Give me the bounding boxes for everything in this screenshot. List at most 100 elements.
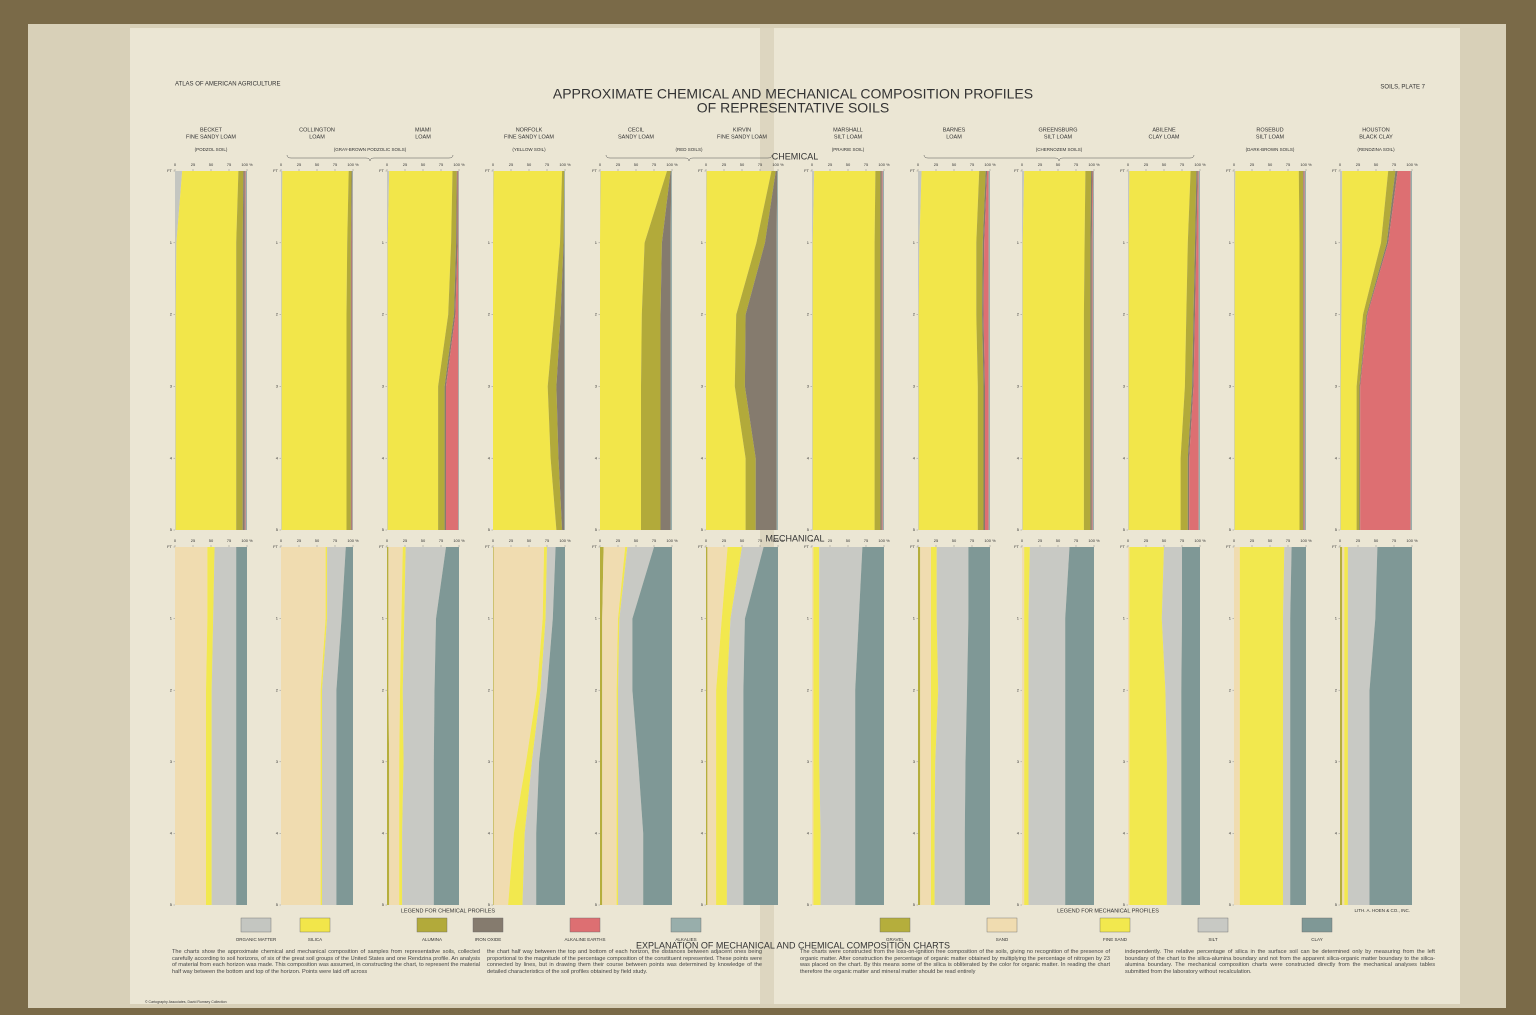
x-tick-label: 25 [934,538,939,543]
soil-name: COLLINGTON [299,127,335,133]
soil-name: BECKET [200,127,223,133]
y-tick-label: 2 [488,312,491,317]
y-tick-label: 3 [1123,383,1126,388]
y-tick-label: 3 [807,383,810,388]
x-tick-label: 50 [634,162,639,167]
x-tick-label: 50 [527,538,532,543]
y-tick-label: FT [1332,544,1337,549]
profile-layer [1189,171,1199,530]
title-line: APPROXIMATE CHEMICAL AND MECHANICAL COMP… [553,86,1033,102]
y-tick-label: FT [485,544,490,549]
x-tick-label: 0 [1339,162,1342,167]
profile-layer [600,171,601,530]
x-tick-label: 50 [1056,538,1061,543]
profile-layer [931,547,939,905]
profile-layer [1239,547,1285,905]
profile-layer [716,547,742,905]
y-tick-label: 2 [1229,312,1232,317]
profile-layer [1065,547,1094,905]
x-tick-label: 50 [421,162,426,167]
x-tick-label: 100 % [1300,162,1312,167]
y-tick-label: FT [1014,544,1019,549]
soil-name: LOAM [309,134,325,140]
profile-layer [1234,547,1240,905]
y-tick-label: 2 [276,312,279,317]
x-tick-label: 25 [1356,538,1361,543]
profile-layer [1083,171,1092,530]
profile-layer [352,171,353,530]
profile-layer [1128,171,1191,530]
profile-layer [350,171,353,530]
legend-label: IRON OXIDE [475,937,502,942]
y-tick-label: 3 [170,759,173,764]
y-tick-label: 5 [1229,527,1232,532]
profile-layer [600,547,604,905]
x-tick-label: 25 [616,162,621,167]
profile-layer [351,171,353,530]
y-tick-label: 4 [170,455,173,460]
y-tick-label: 4 [595,830,598,835]
profile-layer [882,171,884,530]
profile-layer [918,171,980,530]
profile-layer [602,547,626,905]
profile-layer [388,547,403,905]
x-tick-label: 75 [758,538,763,543]
profile-layer [1410,171,1412,530]
profile-layer [493,171,563,530]
soil-name: BLACK CLAY [1359,134,1393,140]
profile-layer [855,547,884,905]
x-tick-label: 100 % [453,162,465,167]
profile-layer [1360,171,1411,530]
profile-layer [444,171,458,530]
profile-layer [1092,171,1094,530]
x-tick-label: 25 [1038,538,1043,543]
profile-layer [734,171,776,530]
x-tick-label: 25 [509,538,514,543]
x-tick-label: 100 % [241,162,253,167]
profile-layer [641,171,671,530]
x-tick-label: 50 [1162,162,1167,167]
x-tick-label: 100 % [666,162,678,167]
explanation-title: EXPLANATION OF MECHANICAL AND CHEMICAL C… [636,940,950,950]
profile-layer [387,171,390,530]
x-tick-label: 75 [1074,538,1079,543]
y-tick-label: 3 [276,383,279,388]
profile-layer [1340,171,1343,530]
x-tick-label: 25 [297,162,302,167]
y-tick-label: 1 [488,240,491,245]
y-tick-label: 1 [701,240,704,245]
soil-subtitle: (YELLOW SOIL) [512,147,546,152]
y-tick-label: 2 [913,687,916,692]
profile-layer [433,547,459,905]
y-tick-label: 1 [913,240,916,245]
y-tick-label: 1 [382,240,385,245]
x-tick-label: 100 % [1088,162,1100,167]
y-tick-label: 4 [170,830,173,835]
explanation-column: The charts show the approximate chemical… [172,949,480,975]
profile-layer [1022,171,1086,530]
x-tick-label: 0 [1339,538,1342,543]
soil-name: FINE SANDY LOAM [186,134,236,140]
y-tick-label: FT [804,544,809,549]
y-tick-label: 4 [1335,455,1338,460]
y-tick-label: 1 [913,616,916,621]
y-tick-label: 2 [1123,687,1126,692]
y-tick-label: 1 [807,616,810,621]
profile-layer [1342,547,1345,905]
x-tick-label: 25 [616,538,621,543]
legend-label: SILT [1208,937,1217,942]
y-tick-label: 1 [1335,240,1338,245]
y-tick-label: 2 [1335,312,1338,317]
x-tick-label: 25 [1144,162,1149,167]
x-tick-label: 100 % [772,162,784,167]
profile-layer [616,547,628,905]
y-tick-label: 2 [1229,687,1232,692]
profile-layer [175,547,208,905]
profile-layer [618,547,654,905]
profile-layer [493,171,494,530]
x-tick-label: 0 [1021,162,1024,167]
legend-swatch [670,917,702,933]
profile-layer [346,171,352,530]
profile-layer [281,547,326,905]
legend-title: LEGEND FOR MECHANICAL PROFILES [1057,908,1159,914]
